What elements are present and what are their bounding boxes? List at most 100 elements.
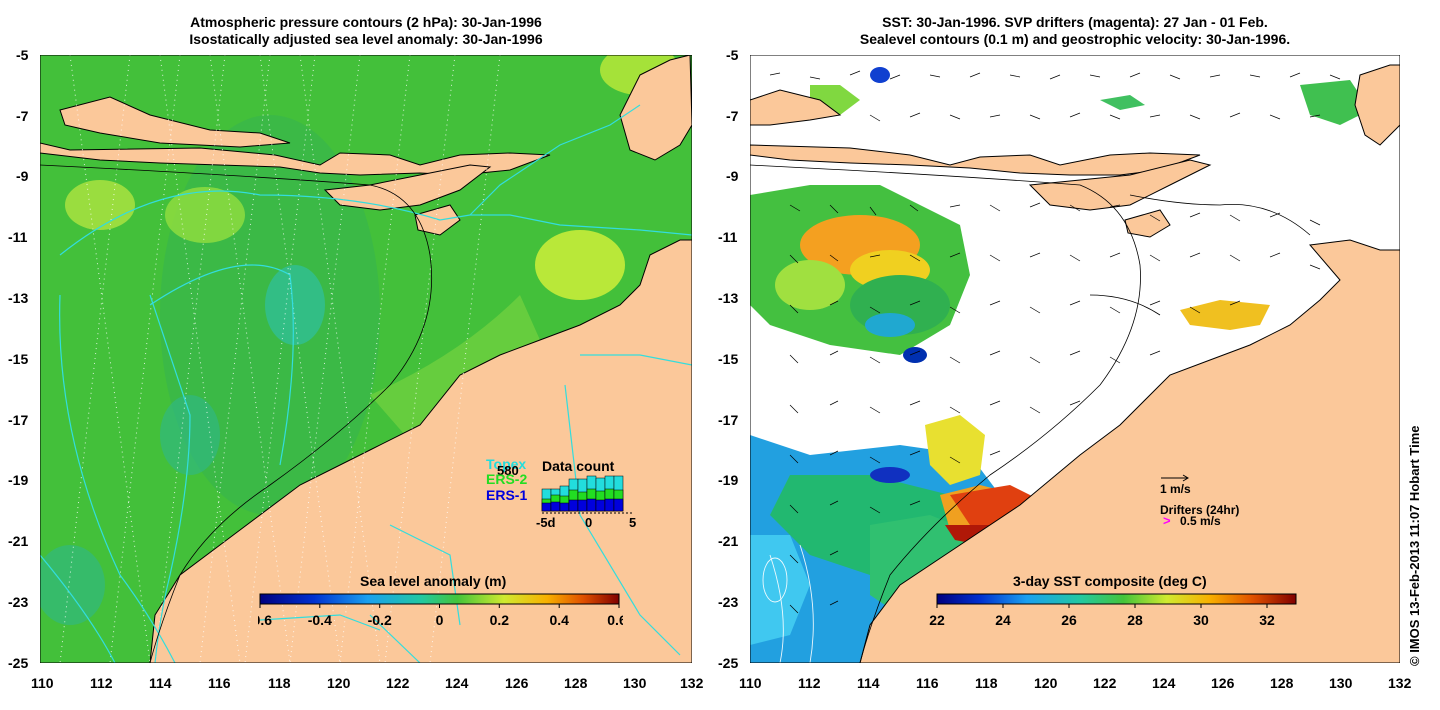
data-count-axis-label: -5d (536, 515, 556, 530)
lat-label: -21 (8, 533, 29, 549)
lon-label: 120 (1034, 675, 1058, 691)
lat-label: -25 (8, 655, 29, 671)
imos-credit: © IMOS 13-Feb-2013 11:07 Hobart Time (1407, 425, 1422, 666)
right-panel-title: SST: 30-Jan-1996. SVP drifters (magenta)… (750, 14, 1400, 48)
lat-label: -5 (726, 47, 739, 63)
right-title-line2: Sealevel contours (0.1 m) and geostrophi… (859, 31, 1291, 47)
land (40, 55, 692, 663)
lat-label: -11 (718, 229, 738, 245)
lon-label: 124 (1152, 675, 1176, 691)
lat-label: -19 (718, 472, 739, 488)
lon-label: 128 (1270, 675, 1294, 691)
anomaly-blob (40, 545, 105, 625)
right-colorbar-title: 3-day SST composite (deg C) (1013, 573, 1207, 589)
sealevel-contours-white (762, 544, 814, 663)
lon-label: 122 (386, 675, 410, 691)
sla-tick-label: 0 (436, 612, 444, 628)
lon-label: 130 (623, 675, 647, 691)
lat-label: -25 (718, 655, 739, 671)
lon-label: 132 (1388, 675, 1412, 691)
sst-tick-label: 30 (1193, 612, 1209, 628)
data-count-axis-label: 0 (585, 515, 592, 530)
lon-label: 128 (564, 675, 588, 691)
right-title-line1: SST: 30-Jan-1996. SVP drifters (magenta)… (882, 14, 1268, 30)
sst-tick-label: 28 (1127, 612, 1143, 628)
lat-label: -15 (718, 351, 739, 367)
legend-ers2: ERS-2 (486, 471, 528, 487)
sst-tick-label: 32 (1259, 612, 1275, 628)
lon-label: 110 (739, 675, 762, 691)
lon-label: 132 (680, 675, 704, 691)
lat-label: -9 (726, 168, 739, 184)
lon-label: 126 (1211, 675, 1235, 691)
anomaly-blob (65, 180, 135, 230)
left-sea-level-map[interactable] (40, 55, 692, 663)
lon-label: 116 (208, 675, 231, 691)
drifters-label: Drifters (24hr) (1160, 503, 1240, 517)
sla-tick-label: -0.2 (368, 612, 392, 628)
left-title-line1: Atmospheric pressure contours (2 hPa): 3… (190, 14, 542, 30)
drifters-speed: 0.5 m/s (1180, 514, 1221, 528)
lon-label: 110 (31, 675, 54, 691)
lat-label: -17 (718, 412, 739, 428)
data-count-title: Data count (542, 458, 615, 474)
lon-label: 116 (916, 675, 939, 691)
sla-tick-label: 0.2 (490, 612, 510, 628)
right-colorbar: 22 24 26 28 30 32 (929, 593, 1297, 628)
sla-contour (40, 164, 433, 663)
left-panel-title: Atmospheric pressure contours (2 hPa): 3… (40, 14, 692, 48)
sst-tick-label: 24 (995, 612, 1011, 628)
lon-label: 114 (149, 675, 172, 691)
land (750, 64, 1400, 663)
pressure-contours (40, 104, 692, 663)
lon-label: 114 (857, 675, 880, 691)
legend-topex: Topex (486, 456, 527, 472)
sla-tick-label: -0.6 (258, 612, 272, 628)
lat-label: -7 (726, 108, 739, 124)
sla-tick-label: 0.6 (607, 612, 623, 628)
lon-label: 112 (798, 675, 821, 691)
lat-label: -19 (8, 472, 29, 488)
lon-label: 126 (505, 675, 529, 691)
sla-tick-label: -0.4 (308, 612, 332, 628)
anomaly-blob (535, 230, 625, 300)
lat-label: -13 (8, 290, 29, 306)
lon-label: 122 (1093, 675, 1117, 691)
lon-label: 118 (268, 675, 291, 691)
left-colorbar: -0.6 -0.4 -0.2 0 0.2 0.4 0.6 (258, 593, 623, 628)
data-count-axis-label: 5 (629, 515, 636, 530)
lat-label: -7 (16, 108, 29, 124)
data-count-histogram: Data count -5d 0 5 (536, 458, 636, 530)
drifters-symbol: > (1163, 513, 1171, 528)
lat-label: -15 (8, 351, 29, 367)
lat-label: -23 (8, 594, 29, 610)
left-colorbar-title: Sea level anomaly (m) (360, 573, 507, 589)
geostrophic-velocity-arrows (769, 70, 1341, 614)
lon-label: 112 (90, 675, 113, 691)
lat-label: -9 (16, 168, 29, 184)
lat-label: -13 (718, 290, 739, 306)
lon-label: 120 (327, 675, 351, 691)
anomaly-blob (265, 265, 325, 345)
right-colorbar-ticks (936, 604, 1268, 608)
lat-label: -21 (718, 533, 739, 549)
anomaly-blob (165, 187, 245, 243)
satellite-tracks (59, 55, 501, 663)
sst-tick-label: 26 (1061, 612, 1077, 628)
lon-label: 124 (445, 675, 469, 691)
sla-tick-label: 0.4 (549, 612, 569, 628)
left-title-line2: Isostatically adjusted sea level anomaly… (189, 31, 543, 47)
velocity-scale-label: 1 m/s (1160, 482, 1191, 496)
legend-ers1: ERS-1 (486, 487, 528, 503)
lat-label: -23 (718, 594, 739, 610)
right-sst-map[interactable] (750, 55, 1400, 663)
lat-label: -11 (8, 229, 28, 245)
velocity-scale-arrow (1161, 474, 1189, 482)
lat-label: -17 (8, 412, 29, 428)
histogram-bars (541, 475, 624, 512)
sst-tick-label: 22 (929, 612, 945, 628)
left-colorbar-ticks (259, 604, 620, 608)
legend-topex-count: 580 (497, 463, 519, 478)
lon-label: 118 (975, 675, 998, 691)
sealevel-contours (750, 164, 1311, 663)
